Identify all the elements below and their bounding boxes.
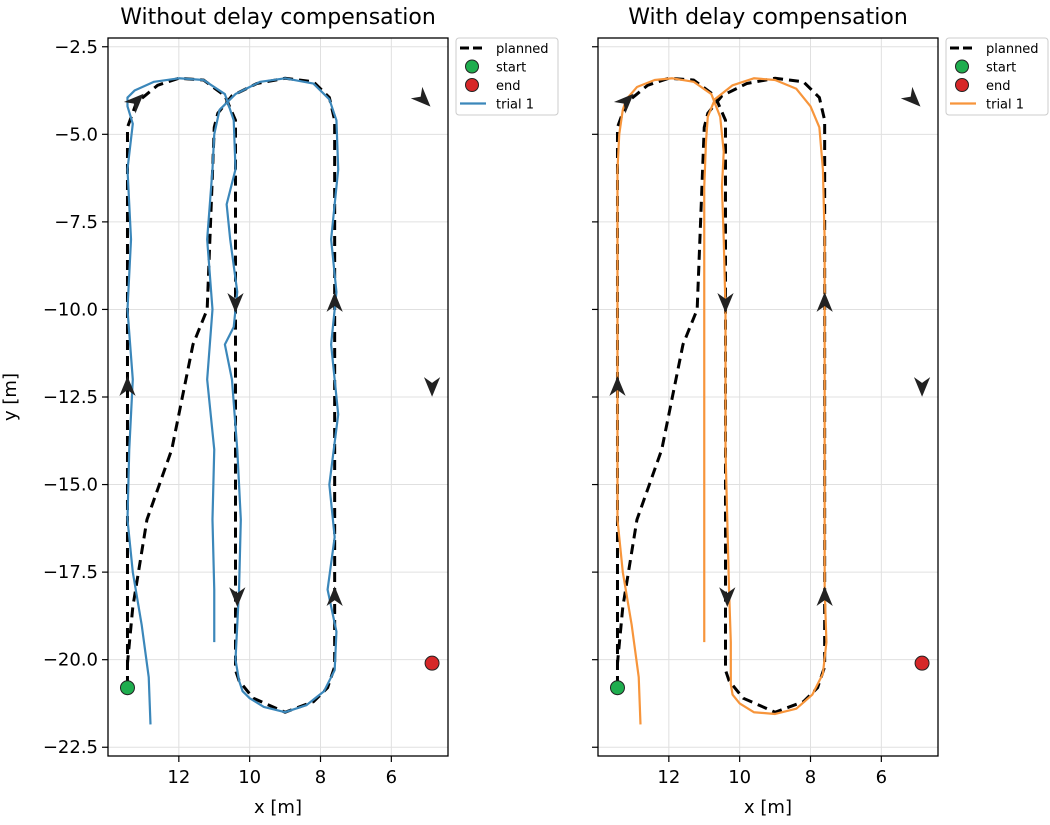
right-xtick-label-0: 12 [657, 767, 680, 788]
left-xtick-label-0: 12 [167, 767, 190, 788]
right-trial-line [616, 77, 828, 725]
right-arrow-2 [717, 293, 734, 313]
left-arrow-7 [423, 377, 441, 397]
left-ytick-label-1: −5.0 [54, 124, 98, 145]
left-ytick-label-6: −17.5 [43, 562, 98, 583]
right-xtick-label-2: 8 [805, 767, 816, 788]
right-legend-label-0: planned [986, 42, 1039, 57]
left-end-marker [424, 655, 440, 671]
right-end-marker [914, 655, 930, 671]
right-xlabel: x [m] [744, 797, 792, 818]
right-legend-label-3: trial 1 [986, 98, 1024, 113]
left-trial-line [126, 77, 340, 725]
left-legend-label-0: planned [496, 42, 549, 57]
left-xtick-label-3: 6 [386, 767, 397, 788]
right-xtick-label-3: 6 [876, 767, 887, 788]
left-legend-swatch-2 [465, 78, 479, 92]
right-legend-box [945, 37, 1049, 116]
left-arrow-0 [119, 376, 136, 396]
right-start-marker [609, 680, 625, 696]
left-arrow-5 [326, 586, 343, 607]
left-ytick-label-0: −2.5 [54, 37, 98, 58]
right-title: With delay compensation [628, 5, 908, 30]
left-arrow-1 [123, 93, 144, 114]
right-arrow-1 [613, 93, 634, 114]
left-ytick-label-5: −15.0 [43, 475, 98, 496]
left-ylabel: y [m] [0, 373, 21, 421]
left-xtick-label-1: 10 [238, 767, 261, 788]
left-ytick-label-8: −22.5 [43, 737, 98, 758]
left-ytick-label-3: −10.0 [43, 299, 98, 320]
left-xtick-label-2: 8 [315, 767, 326, 788]
left-ytick-label-2: −7.5 [54, 212, 98, 233]
right-planned-line [615, 76, 827, 714]
left-legend-label-3: trial 1 [496, 98, 534, 113]
left-arrow-6 [410, 86, 431, 107]
left-ytick-label-4: −12.5 [43, 387, 98, 408]
right-xtick-label-1: 10 [728, 767, 751, 788]
left-ytick-label-7: −20.0 [43, 650, 98, 671]
left-legend-swatch-1 [465, 59, 479, 74]
right-arrow-3 [719, 587, 736, 607]
left-xlabel: x [m] [254, 797, 302, 818]
left-start-marker [119, 680, 135, 696]
right-panel: With delay compensation x [m] 12 10 8 6 plan… [592, 5, 1049, 818]
right-arrow-7 [913, 377, 931, 397]
left-title: Without delay compensation [120, 5, 436, 30]
right-arrow-6 [900, 86, 921, 107]
left-planned-line [125, 76, 337, 714]
left-legend-label-1: start [496, 61, 526, 76]
right-legend-label-1: start [986, 61, 1016, 76]
right-legend-swatch-1 [955, 59, 969, 74]
right-legend-swatch-2 [955, 78, 969, 92]
left-arrow-4 [326, 292, 343, 312]
left-legend-label-2: end [496, 79, 521, 94]
right-legend-label-2: end [986, 79, 1011, 94]
left-arrow-3 [229, 587, 246, 607]
right-arrow-0 [609, 376, 626, 396]
right-arrow-5 [816, 586, 833, 607]
left-legend-box [455, 37, 559, 116]
left-arrow-2 [227, 293, 244, 313]
right-arrow-4 [816, 292, 833, 312]
left-panel: Without delay compensation x [m] y [m] 1… [0, 5, 559, 818]
